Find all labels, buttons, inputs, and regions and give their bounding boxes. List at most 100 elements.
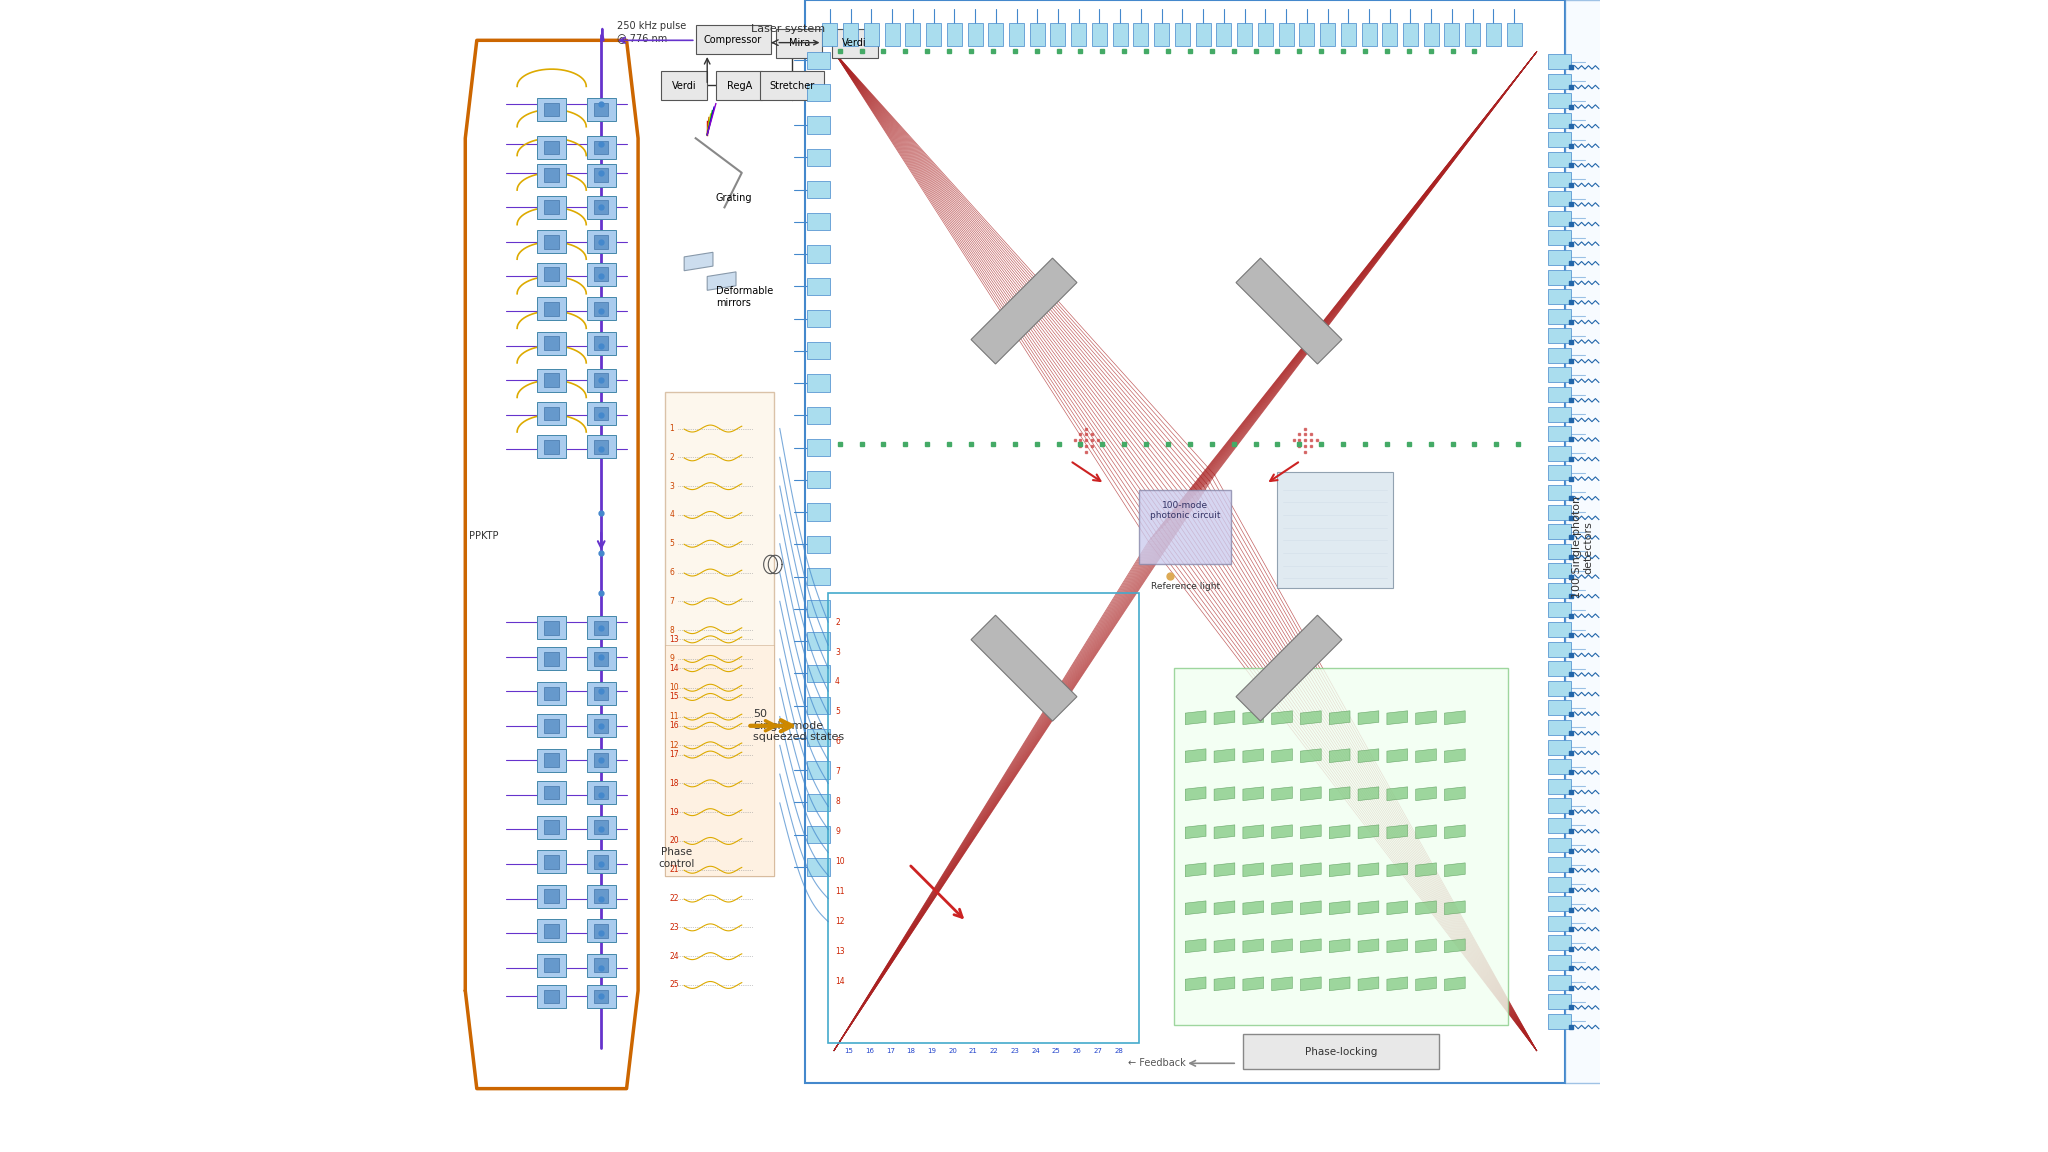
- Text: 100-mode
photonic circuit: 100-mode photonic circuit: [1151, 501, 1221, 520]
- Text: 10: 10: [670, 683, 678, 692]
- FancyBboxPatch shape: [1548, 328, 1571, 343]
- FancyBboxPatch shape: [1548, 152, 1571, 167]
- FancyBboxPatch shape: [537, 714, 565, 737]
- FancyBboxPatch shape: [1092, 23, 1106, 46]
- FancyBboxPatch shape: [760, 71, 823, 100]
- Text: Phase
control: Phase control: [657, 848, 694, 869]
- Polygon shape: [1415, 749, 1436, 763]
- Text: Verdi: Verdi: [842, 38, 866, 48]
- FancyBboxPatch shape: [807, 278, 831, 295]
- Polygon shape: [1329, 863, 1350, 877]
- FancyBboxPatch shape: [545, 267, 559, 281]
- FancyBboxPatch shape: [664, 645, 774, 876]
- FancyBboxPatch shape: [537, 136, 565, 159]
- Text: 3: 3: [836, 647, 840, 657]
- FancyBboxPatch shape: [594, 924, 608, 938]
- FancyBboxPatch shape: [588, 136, 616, 159]
- FancyBboxPatch shape: [1548, 642, 1571, 657]
- FancyBboxPatch shape: [1548, 916, 1571, 931]
- Polygon shape: [1300, 787, 1321, 801]
- FancyBboxPatch shape: [1112, 23, 1128, 46]
- FancyBboxPatch shape: [1548, 446, 1571, 461]
- Text: 2: 2: [670, 453, 674, 462]
- Polygon shape: [1237, 258, 1341, 364]
- FancyBboxPatch shape: [537, 332, 565, 355]
- FancyBboxPatch shape: [807, 600, 831, 617]
- FancyBboxPatch shape: [1548, 877, 1571, 892]
- FancyBboxPatch shape: [1548, 622, 1571, 637]
- FancyBboxPatch shape: [594, 719, 608, 733]
- FancyBboxPatch shape: [594, 336, 608, 350]
- FancyBboxPatch shape: [1548, 955, 1571, 970]
- FancyBboxPatch shape: [989, 23, 1004, 46]
- FancyBboxPatch shape: [594, 200, 608, 214]
- FancyBboxPatch shape: [807, 439, 831, 456]
- Polygon shape: [1415, 901, 1436, 915]
- FancyBboxPatch shape: [1139, 490, 1231, 564]
- FancyBboxPatch shape: [588, 781, 616, 804]
- Text: 3: 3: [670, 482, 674, 491]
- FancyBboxPatch shape: [594, 786, 608, 799]
- FancyBboxPatch shape: [594, 373, 608, 387]
- FancyBboxPatch shape: [1237, 23, 1251, 46]
- FancyBboxPatch shape: [545, 855, 559, 869]
- Polygon shape: [1415, 977, 1436, 991]
- FancyBboxPatch shape: [1548, 426, 1571, 441]
- FancyBboxPatch shape: [776, 29, 823, 58]
- FancyBboxPatch shape: [594, 621, 608, 635]
- FancyBboxPatch shape: [1176, 23, 1190, 46]
- FancyBboxPatch shape: [545, 990, 559, 1003]
- FancyBboxPatch shape: [594, 440, 608, 454]
- Polygon shape: [1329, 901, 1350, 915]
- FancyBboxPatch shape: [1155, 23, 1169, 46]
- FancyBboxPatch shape: [594, 103, 608, 116]
- Polygon shape: [1329, 749, 1350, 763]
- FancyBboxPatch shape: [905, 23, 920, 46]
- FancyBboxPatch shape: [1548, 309, 1571, 324]
- FancyBboxPatch shape: [537, 781, 565, 804]
- FancyBboxPatch shape: [1403, 23, 1417, 46]
- FancyBboxPatch shape: [594, 235, 608, 249]
- Text: 25: 25: [670, 980, 678, 990]
- Polygon shape: [1444, 863, 1464, 877]
- FancyBboxPatch shape: [662, 71, 707, 100]
- Polygon shape: [1272, 711, 1292, 725]
- Polygon shape: [1329, 825, 1350, 839]
- FancyBboxPatch shape: [1362, 23, 1376, 46]
- Text: 5: 5: [836, 707, 840, 717]
- FancyBboxPatch shape: [1030, 23, 1044, 46]
- Polygon shape: [1272, 825, 1292, 839]
- Polygon shape: [1329, 711, 1350, 725]
- FancyBboxPatch shape: [807, 729, 831, 746]
- Polygon shape: [1214, 901, 1235, 915]
- FancyBboxPatch shape: [807, 665, 831, 682]
- FancyBboxPatch shape: [1423, 23, 1438, 46]
- FancyBboxPatch shape: [1382, 23, 1397, 46]
- FancyBboxPatch shape: [1548, 740, 1571, 755]
- FancyBboxPatch shape: [545, 621, 559, 635]
- Polygon shape: [1415, 863, 1436, 877]
- Polygon shape: [1272, 749, 1292, 763]
- Polygon shape: [1358, 977, 1378, 991]
- Text: 27: 27: [1094, 1048, 1102, 1054]
- FancyBboxPatch shape: [1548, 465, 1571, 480]
- Polygon shape: [1300, 825, 1321, 839]
- Text: 12: 12: [670, 741, 678, 750]
- FancyBboxPatch shape: [1548, 563, 1571, 578]
- Text: 7: 7: [836, 767, 840, 776]
- FancyBboxPatch shape: [588, 369, 616, 392]
- Polygon shape: [1186, 787, 1206, 801]
- FancyBboxPatch shape: [545, 200, 559, 214]
- FancyBboxPatch shape: [1548, 935, 1571, 950]
- Text: Compressor: Compressor: [705, 35, 762, 45]
- FancyBboxPatch shape: [588, 714, 616, 737]
- Polygon shape: [1386, 825, 1407, 839]
- Text: ← Feedback: ← Feedback: [1128, 1059, 1186, 1068]
- FancyBboxPatch shape: [807, 503, 831, 521]
- FancyBboxPatch shape: [588, 196, 616, 219]
- Polygon shape: [1386, 711, 1407, 725]
- FancyBboxPatch shape: [807, 858, 831, 876]
- Polygon shape: [1444, 939, 1464, 953]
- Polygon shape: [1415, 787, 1436, 801]
- FancyBboxPatch shape: [807, 213, 831, 230]
